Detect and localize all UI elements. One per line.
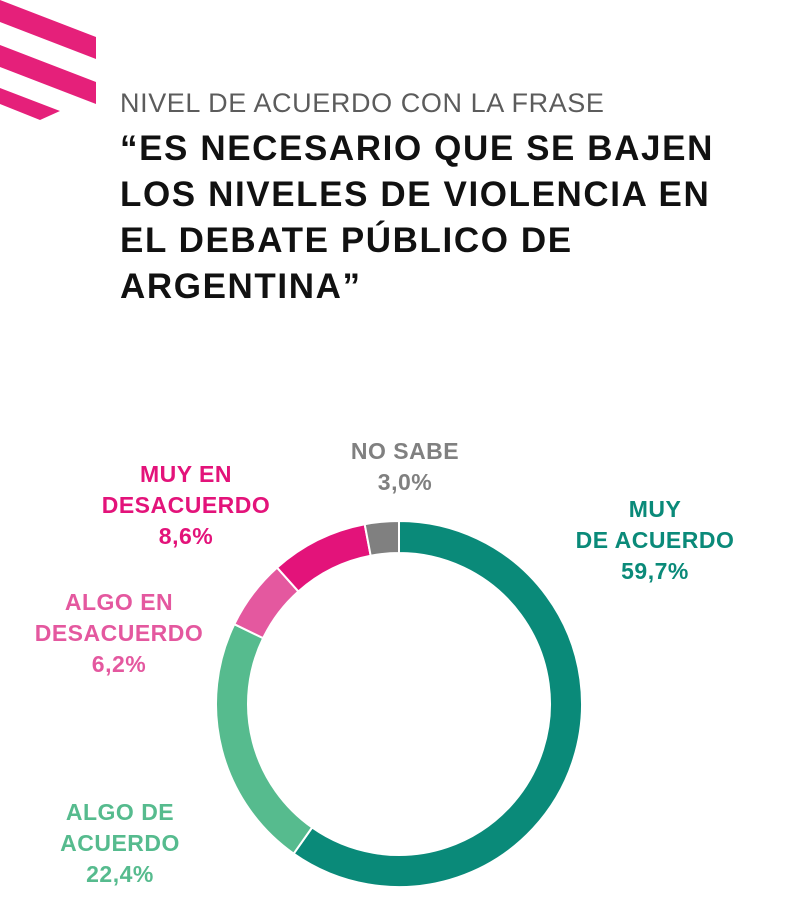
chart-title-line: “ES NECESARIO QUE SE BAJEN: [120, 129, 714, 168]
slice-label-line: DESACUERDO: [101, 492, 271, 518]
slice-label-algo-en-desacuerdo: ALGO EN DESACUERDO 6,2%: [14, 587, 224, 680]
donut-slice-muy-de-acuerdo: [292, 519, 583, 888]
slice-label-no-sabe: NO SABE 3,0%: [320, 436, 490, 498]
slice-label-muy-de-acuerdo: MUY DE ACUERDO 59,7%: [555, 494, 755, 587]
chart-subtitle: NIVEL DE ACUERDO CON LA FRASE: [120, 88, 605, 118]
slice-label-line: DE ACUERDO: [575, 527, 735, 553]
slice-label-algo-de-acuerdo: ALGO DE ACUERDO 22,4%: [30, 797, 210, 890]
chart-title-line: EL DEBATE PÚBLICO DE: [120, 221, 573, 260]
slice-value: 8,6%: [158, 523, 214, 549]
slice-label-muy-en-desacuerdo: MUY EN DESACUERDO 8,6%: [80, 459, 292, 552]
slice-label-line: NO SABE: [350, 438, 460, 464]
slice-label-line: DESACUERDO: [34, 620, 204, 646]
slice-label-line: ALGO DE: [65, 799, 175, 825]
slice-label-line: ACUERDO: [60, 830, 180, 856]
chart-title-line: ARGENTINA”: [120, 267, 362, 306]
slice-value: 6,2%: [91, 651, 147, 677]
donut-slice-no-sabe: [363, 519, 400, 557]
slice-value: 3,0%: [377, 469, 433, 495]
donut-slice-algo-de-acuerdo: [215, 622, 314, 856]
chart-title-line: LOS NIVELES DE VIOLENCIA EN: [120, 175, 711, 214]
slice-value: 22,4%: [86, 861, 154, 887]
slice-value: 59,7%: [621, 558, 689, 584]
slice-label-line: MUY: [628, 496, 682, 522]
brand-logo-icon: [0, 0, 96, 120]
slice-label-line: MUY EN: [139, 461, 233, 487]
chart-title: “ES NECESARIO QUE SE BAJEN LOS NIVELES D…: [120, 126, 740, 310]
slice-label-line: ALGO EN: [64, 589, 174, 615]
